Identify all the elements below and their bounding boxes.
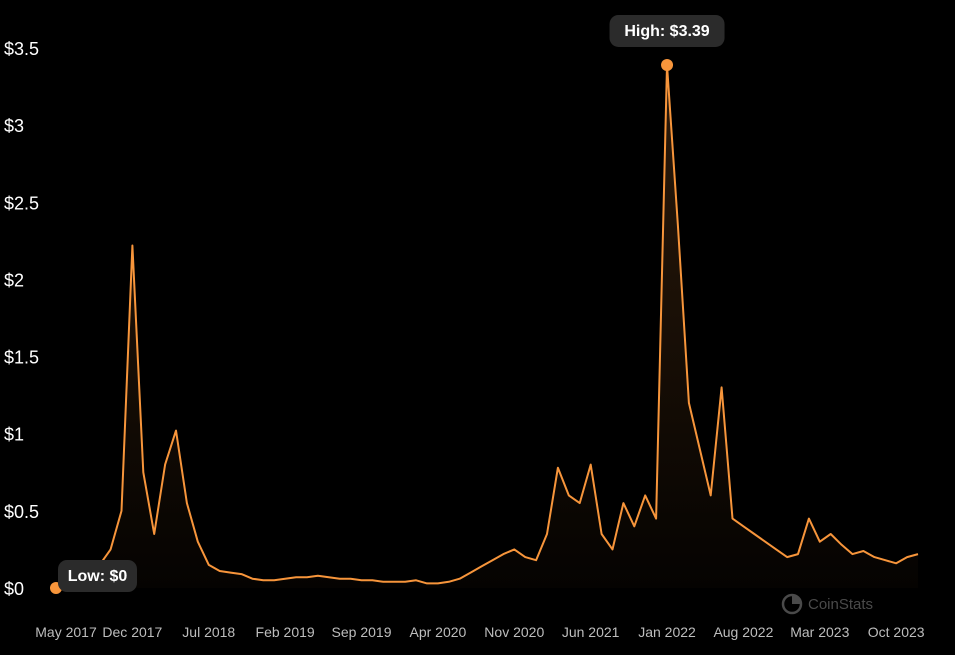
annotations: High: $3.39 Low: $0 — [50, 14, 725, 594]
high-callout — [609, 14, 725, 47]
y-tick-label: $3.5 — [4, 39, 39, 59]
price-line — [55, 64, 919, 589]
watermark: CoinStats — [781, 593, 873, 615]
x-tick-label: May 2017 — [35, 624, 97, 640]
y-tick-label: $0 — [4, 579, 24, 599]
y-tick-label: $1 — [4, 425, 24, 445]
y-tick-label: $2.5 — [4, 193, 39, 213]
y-tick-label: $3 — [4, 116, 24, 136]
x-tick-label: Oct 2023 — [868, 624, 925, 640]
high-marker — [661, 58, 674, 71]
y-tick-label: $0.5 — [4, 502, 39, 522]
x-tick-label: Jun 2021 — [562, 624, 620, 640]
y-tick-label: $2 — [4, 270, 24, 290]
x-axis: May 2017 Dec 2017 Jul 2018 Feb 2019 Sep 2019… — [35, 624, 925, 640]
x-tick-label: Jan 2022 — [638, 624, 696, 640]
x-tick-label: Feb 2019 — [256, 624, 315, 640]
x-tick-label: Dec 2017 — [102, 624, 162, 640]
coinstats-logo-icon — [781, 593, 803, 615]
x-tick-label: Sep 2019 — [332, 624, 392, 640]
x-tick-label: Jul 2018 — [182, 624, 235, 640]
low-callout — [58, 560, 137, 592]
high-label: High: $3.39 — [624, 23, 709, 40]
x-tick-label: Aug 2022 — [713, 624, 773, 640]
x-tick-label: Apr 2020 — [409, 624, 466, 640]
low-label: Low: $0 — [68, 568, 128, 585]
y-tick-label: $1.5 — [4, 348, 39, 368]
y-axis: $0 $0.5 $1 $1.5 $2 $2.5 $3 $3.5 — [4, 39, 39, 599]
x-tick-label: Mar 2023 — [790, 624, 849, 640]
watermark-text: CoinStats — [808, 596, 873, 613]
price-area — [56, 65, 918, 588]
x-tick-label: Nov 2020 — [484, 624, 544, 640]
